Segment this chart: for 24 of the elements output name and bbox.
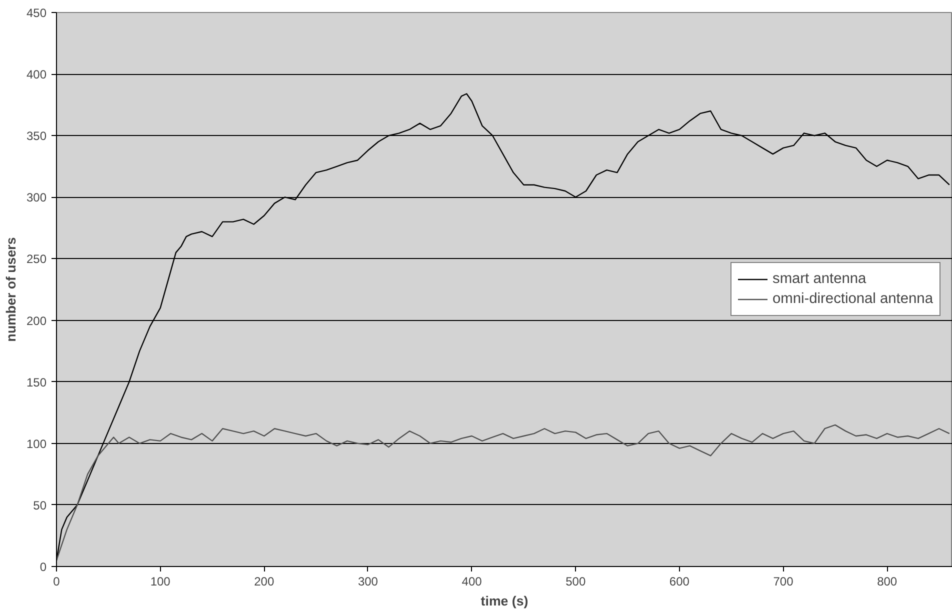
y-tick-label: 0 xyxy=(40,560,47,574)
y-tick-label: 350 xyxy=(26,129,47,144)
x-tick-label: 0 xyxy=(53,574,60,588)
x-axis-title: time (s) xyxy=(480,594,528,608)
y-tick-label: 200 xyxy=(26,314,47,328)
y-tick-label: 450 xyxy=(26,6,47,20)
line-series xyxy=(56,424,950,561)
y-axis-title: number of users xyxy=(3,237,18,342)
y-tick-label: 100 xyxy=(26,436,47,451)
y-tick-label: 300 xyxy=(26,190,47,205)
x-tick-label: 200 xyxy=(254,574,274,588)
y-tick-label: 50 xyxy=(33,498,47,512)
x-tick-label: 700 xyxy=(773,574,794,588)
x-tick-label: 100 xyxy=(150,574,171,588)
y-tick-label: 150 xyxy=(26,375,47,390)
x-tick-label: 800 xyxy=(877,574,898,588)
legend-label: smart antenna xyxy=(772,271,866,287)
x-tick-label: 300 xyxy=(358,574,378,588)
legend-label: omni-directional antenna xyxy=(772,291,933,307)
y-tick-label: 250 xyxy=(26,252,47,266)
x-tick-label: 400 xyxy=(462,574,482,588)
y-tick-label: 400 xyxy=(26,68,47,82)
x-tick-label: 500 xyxy=(566,574,586,588)
x-tick-label: 600 xyxy=(669,574,690,588)
